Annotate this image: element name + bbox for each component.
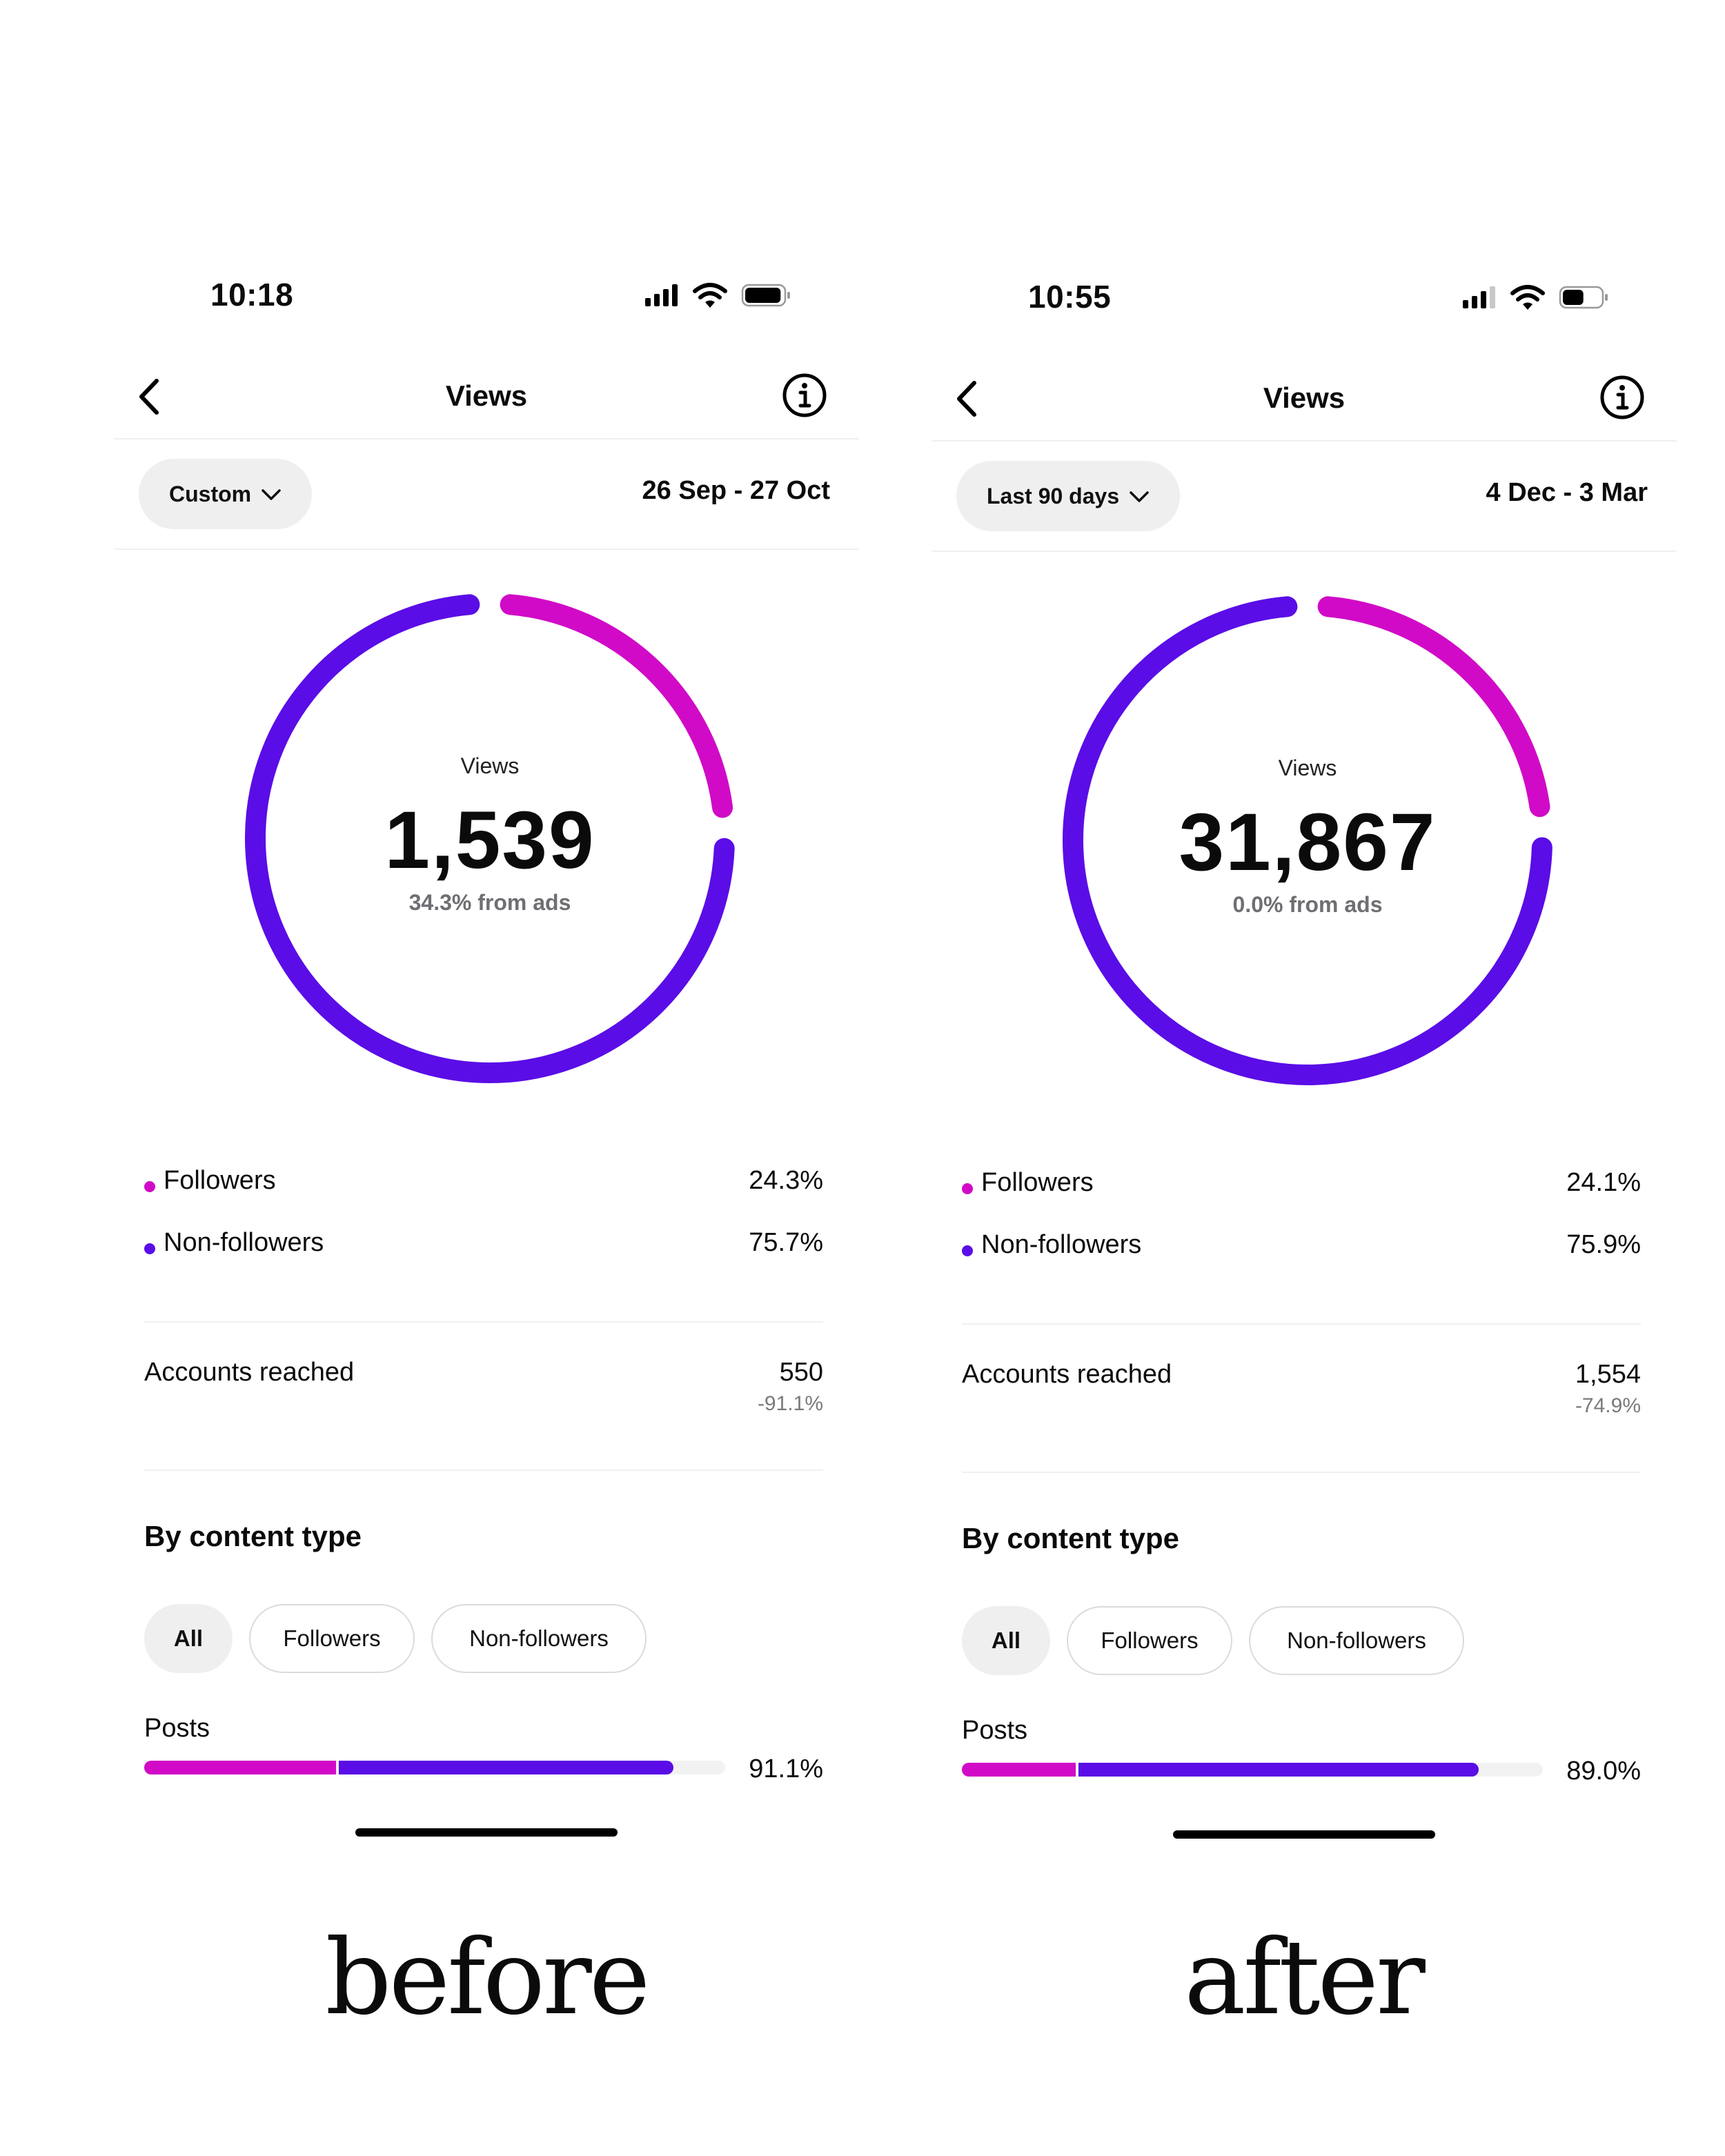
status-time: 10:55 <box>1028 279 1112 315</box>
donut-label: Views <box>1278 755 1337 780</box>
followers-dot-icon <box>962 1183 973 1194</box>
views-donut-chart <box>1063 596 1552 1085</box>
date-range-text: 26 Sep - 27 Oct <box>642 476 830 505</box>
header-divider <box>931 440 1677 442</box>
info-icon <box>1600 375 1644 419</box>
legend-label: Followers <box>164 1166 276 1195</box>
chip-non-followers[interactable]: Non-followers <box>1249 1606 1464 1675</box>
chip-followers[interactable]: Followers <box>1067 1606 1232 1675</box>
ads-percentage-text: 0.0% from ads <box>1232 892 1383 917</box>
donut-segment-followers <box>1317 596 1550 818</box>
phone-screenshot-after: 10:55 <box>931 0 1677 1863</box>
posts-bar-track <box>144 1761 725 1774</box>
home-indicator <box>1173 1830 1435 1839</box>
chevron-down-icon <box>1129 484 1150 509</box>
donut-segment-non-followers <box>245 594 735 1083</box>
legend-label: Non-followers <box>981 1230 1142 1259</box>
home-indicator <box>355 1828 618 1837</box>
wifi-icon <box>693 283 727 308</box>
section-divider <box>962 1323 1641 1325</box>
legend-value: 75.7% <box>749 1228 823 1257</box>
back-button[interactable] <box>130 373 172 421</box>
status-time: 10:18 <box>210 277 294 313</box>
accounts-reached-label: Accounts reached <box>144 1358 355 1387</box>
views-donut-chart <box>245 594 735 1083</box>
legend-row-followers: Followers 24.1% <box>962 1168 1641 1209</box>
date-range-dropdown[interactable]: Custom <box>139 459 313 529</box>
chip-followers[interactable]: Followers <box>249 1604 415 1673</box>
legend-row-non-followers: Non-followers 75.7% <box>144 1228 823 1269</box>
posts-bar-non-followers <box>1078 1763 1479 1777</box>
info-button[interactable] <box>1598 373 1646 422</box>
accounts-reached-change: -74.9% <box>1575 1394 1641 1417</box>
legend-row-followers: Followers 24.3% <box>144 1166 823 1207</box>
cellular-signal-icon <box>1463 286 1495 308</box>
posts-value: 91.1% <box>749 1754 823 1783</box>
followers-dot-icon <box>144 1181 155 1192</box>
info-button[interactable] <box>780 371 829 419</box>
phone-screenshot-before: 10:18 <box>114 0 859 1863</box>
accounts-reached-value: 1,554 <box>1575 1360 1641 1389</box>
posts-bar-followers <box>962 1763 1076 1777</box>
battery-icon <box>741 284 790 307</box>
posts-bar-track <box>962 1763 1543 1777</box>
caption-after: after <box>1184 1918 1426 2038</box>
battery-icon <box>1559 286 1608 309</box>
section-divider <box>962 1472 1641 1473</box>
top-navigation-bar: Views <box>931 361 1677 440</box>
header-divider <box>114 438 859 439</box>
date-range-dropdown[interactable]: Last 90 days <box>956 461 1181 531</box>
content-type-title: By content type <box>144 1520 362 1552</box>
donut-label: Views <box>460 753 520 778</box>
legend-value: 24.1% <box>1566 1168 1641 1197</box>
legend-value: 75.9% <box>1566 1230 1641 1259</box>
chevron-down-icon <box>261 482 282 507</box>
section-divider <box>144 1470 823 1471</box>
section-divider <box>144 1321 823 1323</box>
legend-label: Non-followers <box>164 1228 324 1257</box>
posts-label: Posts <box>144 1714 210 1743</box>
status-icons <box>1463 284 1615 311</box>
date-range-dropdown-label: Custom <box>169 481 252 506</box>
accounts-reached-value: 550 <box>779 1358 823 1387</box>
accounts-reached-change: -91.1% <box>757 1392 823 1415</box>
caption-before: before <box>325 1918 650 2038</box>
ads-percentage-text: 34.3% from ads <box>408 890 571 915</box>
page-title: Views <box>445 379 528 412</box>
filter-divider <box>931 551 1677 552</box>
posts-bar-non-followers <box>338 1761 674 1774</box>
posts-value: 89.0% <box>1566 1757 1641 1786</box>
content-type-title: By content type <box>962 1522 1180 1554</box>
non-followers-dot-icon <box>144 1243 155 1254</box>
posts-label: Posts <box>962 1716 1028 1745</box>
back-button[interactable] <box>948 375 989 423</box>
chip-all[interactable]: All <box>962 1606 1050 1675</box>
total-views-value: 31,867 <box>1179 797 1437 888</box>
filter-divider <box>114 548 859 550</box>
accounts-reached-label: Accounts reached <box>962 1360 1172 1389</box>
donut-segment-followers <box>500 594 733 818</box>
top-navigation-bar: Views <box>114 359 859 438</box>
date-range-dropdown-label: Last 90 days <box>987 483 1120 508</box>
donut-segment-non-followers <box>1063 596 1552 1085</box>
status-icons <box>645 281 797 309</box>
non-followers-dot-icon <box>962 1245 973 1256</box>
posts-bar-followers <box>144 1761 336 1774</box>
chevron-left-icon <box>957 381 976 417</box>
chip-all[interactable]: All <box>144 1604 233 1673</box>
legend-row-non-followers: Non-followers 75.9% <box>962 1230 1641 1272</box>
legend-value: 24.3% <box>749 1166 823 1195</box>
chip-non-followers[interactable]: Non-followers <box>431 1604 647 1673</box>
legend-label: Followers <box>981 1168 1094 1197</box>
total-views-value: 1,539 <box>384 795 595 886</box>
page-title: Views <box>1263 382 1346 414</box>
date-range-text: 4 Dec - 3 Mar <box>1486 478 1648 507</box>
chevron-left-icon <box>139 379 159 415</box>
wifi-icon <box>1510 285 1545 310</box>
info-icon <box>782 373 827 417</box>
cellular-signal-icon <box>645 284 678 306</box>
